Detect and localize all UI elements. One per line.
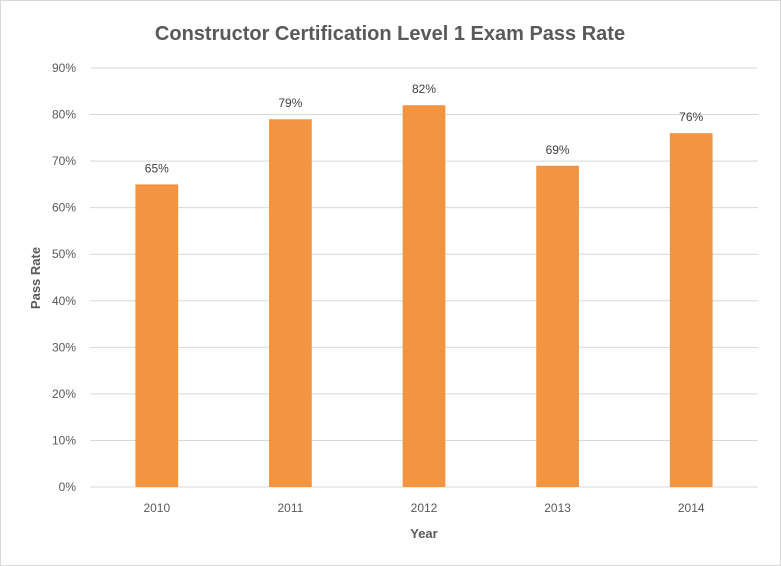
bars <box>135 105 713 487</box>
data-label: 65% <box>145 161 169 175</box>
data-label: 79% <box>278 96 302 110</box>
data-label: 82% <box>412 82 436 96</box>
bar-2014 <box>669 133 713 487</box>
y-tick-label: 30% <box>52 340 76 354</box>
data-label: 69% <box>546 143 570 157</box>
y-tick-label: 80% <box>52 108 76 122</box>
bar-2012 <box>402 105 446 487</box>
x-axis-ticks: 2010 2011 2012 2013 2014 <box>143 501 704 515</box>
data-label: 76% <box>679 110 703 124</box>
data-labels: 65% 79% 82% 69% 76% <box>145 82 704 175</box>
x-tick-label: 2010 <box>143 501 170 515</box>
x-tick-label: 2011 <box>277 501 303 515</box>
y-tick-label: 40% <box>52 294 76 308</box>
y-tick-label: 20% <box>52 387 76 401</box>
y-tick-label: 0% <box>59 480 77 494</box>
x-axis-title: Year <box>410 526 437 541</box>
bar-2013 <box>536 165 579 487</box>
y-tick-label: 50% <box>52 247 76 261</box>
y-axis-title: Pass Rate <box>28 247 43 309</box>
y-axis-ticks: 0% 10% 20% 30% 40% 50% 60% 70% 80% 90% <box>52 61 76 494</box>
bar-2010 <box>135 184 179 487</box>
y-tick-label: 90% <box>52 61 76 75</box>
x-tick-label: 2012 <box>411 501 438 515</box>
chart-title: Constructor Certification Level 1 Exam P… <box>155 23 625 45</box>
y-tick-label: 60% <box>52 201 76 215</box>
x-tick-label: 2014 <box>678 501 705 515</box>
bar-2011 <box>269 119 312 487</box>
y-tick-label: 10% <box>52 433 76 447</box>
x-tick-label: 2013 <box>544 501 571 515</box>
y-tick-label: 70% <box>52 154 76 168</box>
